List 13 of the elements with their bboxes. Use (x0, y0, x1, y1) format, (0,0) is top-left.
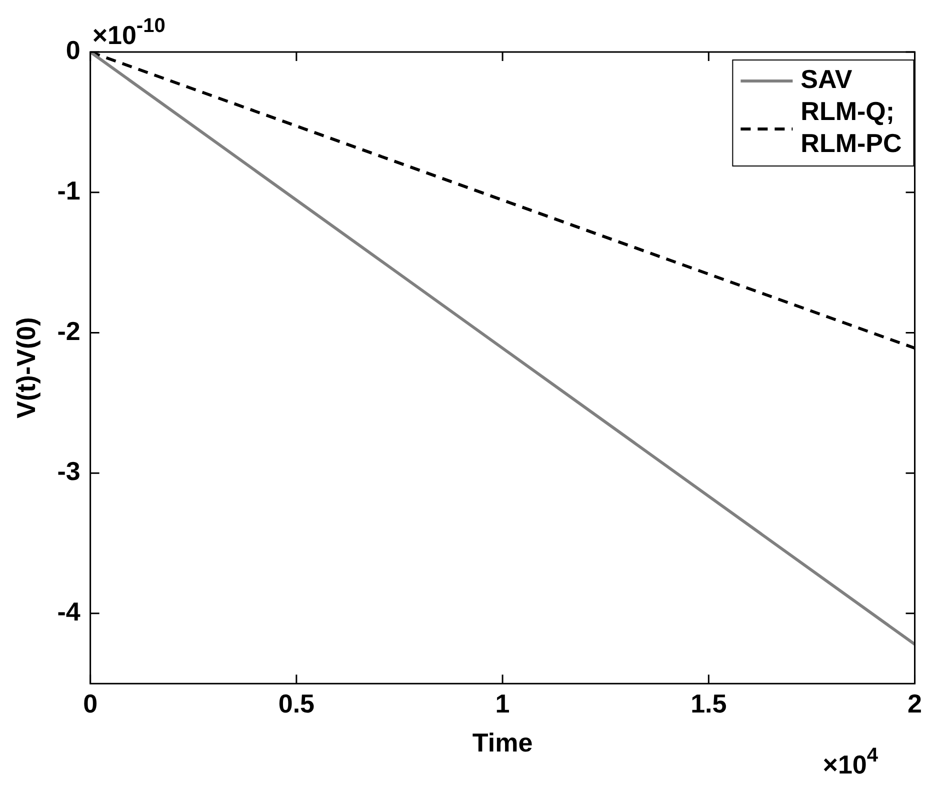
legend-label: RLM-Q; RLM-PC (800, 96, 902, 158)
x-tick-label: 1.5 (690, 688, 727, 718)
legend-label: SAV (800, 64, 853, 94)
x-tick-label: 2 (908, 688, 922, 718)
y-axis-title: V(t)-V(0) (10, 317, 41, 418)
y-tick-label: -3 (57, 456, 80, 486)
y-tick-label: -2 (57, 316, 80, 346)
y-tick-label: -1 (57, 176, 80, 206)
y-tick-label: 0 (66, 35, 80, 66)
x-tick-label: 1 (495, 688, 510, 718)
x-axis-title: Time (472, 728, 533, 758)
x-tick-label: 0.5 (278, 688, 315, 718)
y-tick-label: -4 (57, 596, 81, 627)
